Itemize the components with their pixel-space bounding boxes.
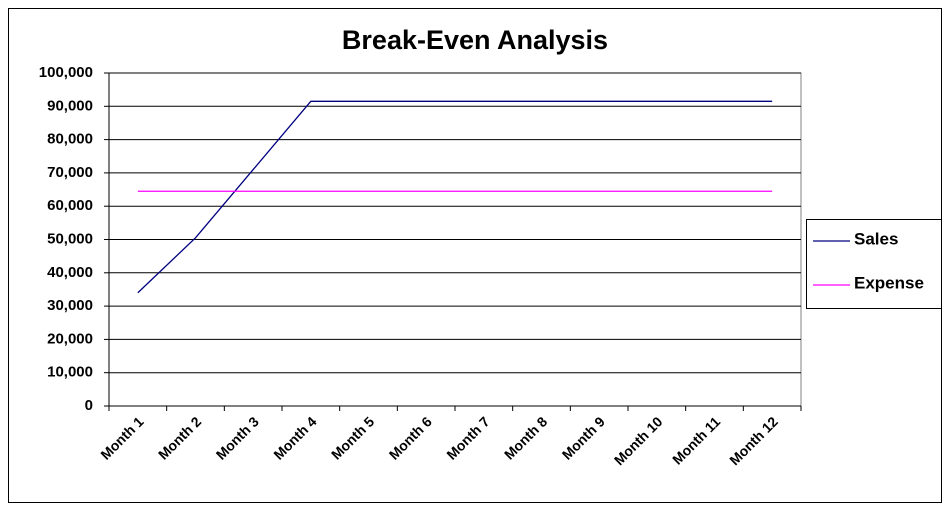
legend-box <box>806 219 942 309</box>
y-tick-label: 50,000 <box>47 230 93 247</box>
y-tick-label: 0 <box>85 397 93 414</box>
y-tick-label: 100,000 <box>39 64 93 81</box>
y-tick-label: 10,000 <box>47 364 93 381</box>
y-tick-label: 30,000 <box>47 297 93 314</box>
y-tick-label: 20,000 <box>47 330 93 347</box>
y-tick-label: 60,000 <box>47 197 93 214</box>
series-line <box>137 100 773 294</box>
y-tick-label: 80,000 <box>47 131 93 148</box>
legend-label: Sales <box>854 229 898 248</box>
y-tick-label: 40,000 <box>47 264 93 281</box>
y-tick-label: 90,000 <box>47 97 93 114</box>
y-tick-label: 70,000 <box>47 164 93 181</box>
legend-label: Expense <box>854 273 924 292</box>
chart-title: Break-Even Analysis <box>342 25 608 55</box>
